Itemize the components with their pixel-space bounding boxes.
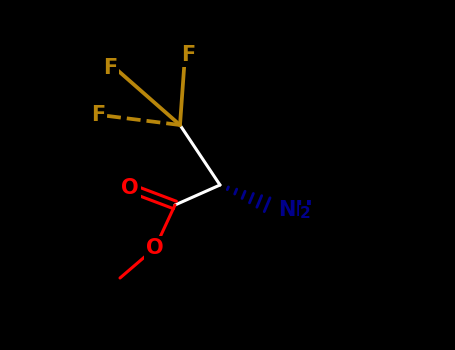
Text: F: F <box>103 58 117 78</box>
Text: O: O <box>146 238 164 258</box>
Text: O: O <box>121 178 139 198</box>
Text: 2: 2 <box>300 206 311 222</box>
Text: F: F <box>91 105 105 125</box>
Text: F: F <box>181 45 195 65</box>
Text: NH: NH <box>278 200 313 220</box>
